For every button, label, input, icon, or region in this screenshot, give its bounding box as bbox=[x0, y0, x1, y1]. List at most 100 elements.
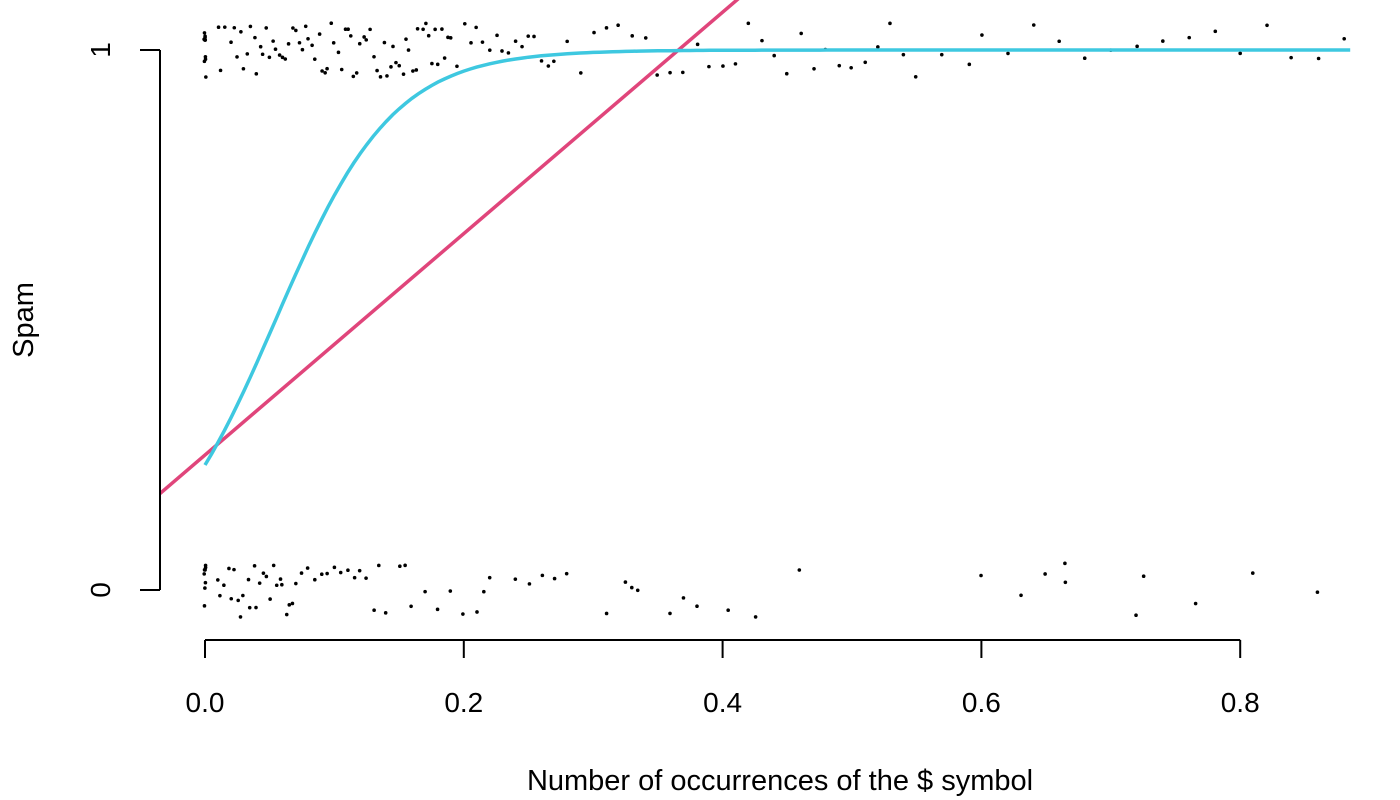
data-point bbox=[352, 575, 357, 580]
data-point bbox=[364, 576, 368, 580]
data-point bbox=[325, 66, 329, 71]
data-point bbox=[1315, 590, 1320, 595]
data-point bbox=[401, 72, 406, 76]
data-point bbox=[397, 63, 402, 68]
data-point bbox=[1043, 572, 1047, 576]
data-point bbox=[346, 568, 350, 573]
data-point bbox=[1063, 580, 1068, 585]
data-point bbox=[377, 563, 381, 568]
data-point bbox=[346, 27, 350, 31]
data-point bbox=[202, 568, 207, 572]
data-point bbox=[837, 63, 842, 68]
data-point bbox=[277, 53, 282, 57]
data-point bbox=[1057, 39, 1061, 44]
data-point bbox=[362, 35, 366, 39]
data-point bbox=[1342, 36, 1346, 41]
data-point bbox=[448, 589, 453, 593]
data-point bbox=[1141, 574, 1146, 579]
data-point bbox=[540, 573, 545, 578]
x-tick-label: 0.2 bbox=[444, 687, 483, 718]
data-point bbox=[248, 24, 253, 29]
data-point bbox=[480, 40, 485, 44]
data-point bbox=[520, 44, 524, 49]
data-point bbox=[317, 32, 322, 36]
data-point bbox=[351, 74, 356, 79]
data-point bbox=[218, 68, 223, 73]
data-point bbox=[1289, 55, 1293, 60]
data-point bbox=[482, 589, 486, 594]
data-point bbox=[261, 571, 266, 575]
data-point bbox=[1213, 29, 1218, 34]
data-point bbox=[310, 43, 314, 48]
data-point bbox=[635, 588, 640, 593]
data-point bbox=[247, 605, 252, 610]
linear-fit-line bbox=[160, 0, 740, 496]
data-point bbox=[939, 52, 944, 57]
data-point bbox=[424, 21, 428, 26]
data-point bbox=[726, 608, 730, 613]
data-point bbox=[203, 54, 208, 59]
data-point bbox=[294, 28, 298, 33]
data-point bbox=[383, 611, 388, 615]
data-point bbox=[372, 55, 376, 59]
data-point bbox=[382, 40, 387, 45]
data-point bbox=[202, 31, 207, 35]
data-points bbox=[202, 21, 1346, 619]
data-point bbox=[300, 47, 305, 52]
data-point bbox=[721, 64, 725, 68]
data-point bbox=[695, 604, 699, 608]
data-point bbox=[1082, 56, 1087, 61]
fit-lines bbox=[160, 0, 1351, 496]
data-point bbox=[389, 65, 393, 69]
data-point bbox=[203, 38, 207, 42]
data-point bbox=[336, 50, 341, 55]
data-point bbox=[446, 35, 450, 40]
x-tick-label: 0.6 bbox=[962, 687, 1001, 718]
data-point bbox=[527, 582, 532, 586]
y-tick-label: 0 bbox=[85, 582, 116, 598]
data-point bbox=[294, 581, 298, 586]
data-point bbox=[552, 59, 556, 64]
data-point bbox=[253, 35, 257, 40]
data-point bbox=[264, 26, 269, 30]
data-point bbox=[348, 34, 353, 38]
data-point bbox=[232, 25, 237, 30]
data-point bbox=[487, 48, 492, 52]
data-point bbox=[291, 26, 295, 30]
data-point bbox=[876, 45, 880, 49]
data-point bbox=[565, 39, 569, 44]
data-point bbox=[290, 601, 295, 606]
data-point bbox=[695, 42, 700, 47]
data-point bbox=[229, 596, 234, 601]
data-point bbox=[364, 38, 369, 42]
data-point bbox=[812, 66, 816, 71]
data-point bbox=[426, 33, 431, 38]
data-point bbox=[313, 577, 317, 582]
data-point bbox=[513, 39, 518, 44]
data-point bbox=[746, 21, 751, 26]
data-point bbox=[229, 40, 233, 45]
data-point bbox=[552, 576, 557, 581]
data-point bbox=[204, 75, 208, 79]
data-point bbox=[398, 564, 402, 569]
data-point bbox=[254, 72, 259, 76]
data-point bbox=[331, 41, 336, 45]
data-point bbox=[623, 580, 628, 584]
data-point bbox=[655, 73, 659, 77]
data-point bbox=[616, 23, 620, 28]
data-point bbox=[238, 615, 243, 619]
data-point bbox=[863, 60, 868, 65]
x-ticks: 0.0 0.2 0.4 0.6 0.8 bbox=[186, 640, 1260, 718]
data-point bbox=[227, 566, 231, 571]
data-point bbox=[1250, 571, 1255, 575]
data-point bbox=[404, 37, 408, 41]
data-point bbox=[297, 40, 302, 45]
x-tick-label: 0.0 bbox=[186, 687, 225, 718]
data-point bbox=[280, 55, 285, 60]
data-point bbox=[592, 30, 596, 35]
data-point bbox=[284, 612, 289, 617]
data-point bbox=[799, 31, 803, 36]
data-point bbox=[264, 574, 269, 579]
data-point bbox=[343, 27, 348, 32]
data-point bbox=[668, 70, 672, 75]
